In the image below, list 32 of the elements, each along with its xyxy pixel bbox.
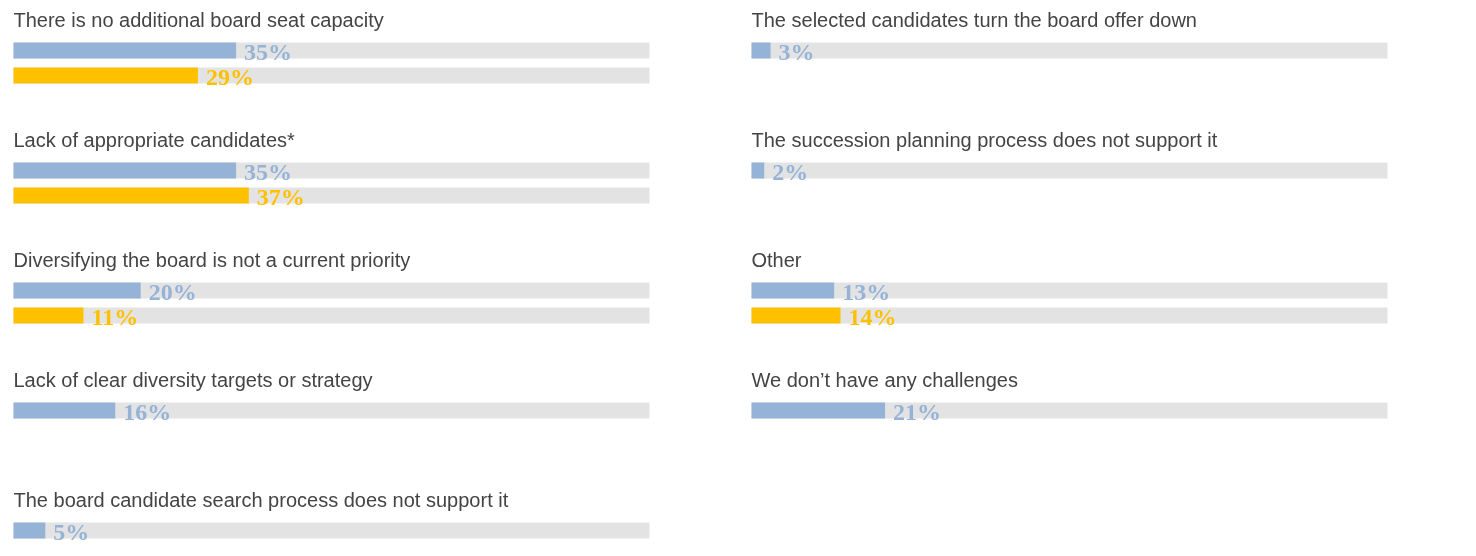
data-label: 29% (205, 63, 254, 90)
data-label: 35% (244, 38, 293, 65)
category-label: There is no additional board seat capacity (13, 8, 384, 31)
bar (751, 307, 841, 324)
bar (751, 282, 835, 299)
data-label: 35% (244, 158, 293, 185)
category-label: Diversifying the board is not a current priority (13, 248, 411, 271)
bar (13, 307, 84, 324)
data-label: 16% (123, 398, 172, 425)
bar (13, 67, 198, 84)
data-label: 13% (842, 278, 891, 305)
category-label: The succession planning process does not support it (751, 128, 1218, 151)
data-label: 5% (53, 518, 90, 545)
category-label: Other (751, 248, 802, 271)
data-label: 2% (772, 158, 809, 185)
data-label: 14% (848, 303, 897, 330)
bar (13, 282, 141, 299)
bar (13, 402, 116, 419)
bar (751, 42, 771, 59)
bar (751, 402, 886, 419)
bar (751, 162, 765, 179)
category-label: Lack of clear diversity targets or strategy (13, 368, 373, 391)
bar (13, 522, 46, 539)
category-label: The board candidate search process does not support it (13, 488, 509, 511)
data-label: 3% (778, 38, 815, 65)
data-label: 20% (148, 278, 197, 305)
data-label: 21% (893, 398, 942, 425)
category-label: Lack of appropriate candidates* (13, 128, 295, 151)
data-label: 37% (256, 183, 305, 210)
data-label: 11% (91, 303, 139, 330)
category-label: We don’t have any challenges (751, 368, 1018, 391)
category-label: The selected candidates turn the board offer down (751, 8, 1197, 31)
